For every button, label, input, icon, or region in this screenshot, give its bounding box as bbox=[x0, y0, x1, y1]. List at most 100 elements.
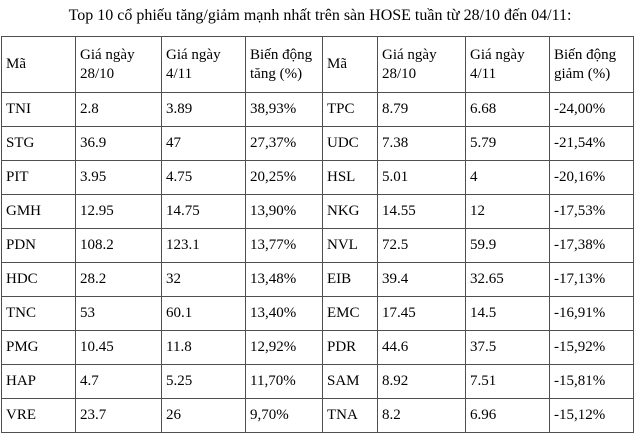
value-cell: 13,90% bbox=[245, 194, 323, 229]
value-cell: 8.92 bbox=[377, 364, 466, 399]
ticker-cell: TNC bbox=[1, 296, 76, 331]
value-cell: 13,77% bbox=[245, 228, 323, 263]
value-cell: 3.89 bbox=[161, 92, 246, 127]
column-header: Giá ngày 28/10 bbox=[377, 36, 466, 93]
value-cell: 8.79 bbox=[377, 92, 466, 127]
ticker-cell: UDC bbox=[322, 126, 378, 161]
value-cell: 60.1 bbox=[161, 296, 246, 331]
value-cell: 23.7 bbox=[75, 398, 162, 433]
table-body: TNI 2.8 3.89 38,93% TPC 8.79 6.68 -24,00% STG 36.… bbox=[1, 92, 634, 433]
table-row: GMH 12.95 14.75 13,90% NKG 14.55 12 -17,53% bbox=[1, 194, 634, 229]
value-cell: 28.2 bbox=[75, 262, 162, 297]
column-header: Biến động giảm (%) bbox=[549, 36, 634, 93]
value-cell: -17,13% bbox=[549, 262, 634, 297]
value-cell: 4.7 bbox=[75, 364, 162, 399]
value-cell: 27,37% bbox=[245, 126, 323, 161]
value-cell: 123.1 bbox=[161, 228, 246, 263]
table-row: PIT 3.95 4.75 20,25% HSL 5.01 4 -20,16% bbox=[1, 160, 634, 195]
column-header: Giá ngày 28/10 bbox=[75, 36, 162, 93]
value-cell: 37.5 bbox=[465, 330, 550, 365]
value-cell: 5.01 bbox=[377, 160, 466, 195]
value-cell: 32 bbox=[161, 262, 246, 297]
value-cell: 32.65 bbox=[465, 262, 550, 297]
ticker-cell: PMG bbox=[1, 330, 76, 365]
value-cell: 6.68 bbox=[465, 92, 550, 127]
table-row: PDN 108.2 123.1 13,77% NVL 72.5 59.9 -17,38% bbox=[1, 228, 634, 263]
value-cell: 12.95 bbox=[75, 194, 162, 229]
value-cell: 7.38 bbox=[377, 126, 466, 161]
table-row: HDC 28.2 32 13,48% EIB 39.4 32.65 -17,13% bbox=[1, 262, 634, 297]
column-header: Giá ngày 4/11 bbox=[161, 36, 246, 93]
value-cell: 8.2 bbox=[377, 398, 466, 433]
value-cell: 13,40% bbox=[245, 296, 323, 331]
value-cell: -24,00% bbox=[549, 92, 634, 127]
ticker-cell: HAP bbox=[1, 364, 76, 399]
value-cell: 10.45 bbox=[75, 330, 162, 365]
table-row: TNC 53 60.1 13,40% EMC 17.45 14.5 -16,91% bbox=[1, 296, 634, 331]
value-cell: 4.75 bbox=[161, 160, 246, 195]
ticker-cell: EMC bbox=[322, 296, 378, 331]
ticker-cell: PDR bbox=[322, 330, 378, 365]
ticker-cell: TNI bbox=[1, 92, 76, 127]
column-header: Mã bbox=[322, 36, 378, 93]
value-cell: 53 bbox=[75, 296, 162, 331]
value-cell: 38,93% bbox=[245, 92, 323, 127]
table-row: VRE 23.7 26 9,70% TNA 8.2 6.96 -15,12% bbox=[1, 398, 634, 433]
value-cell: 11,70% bbox=[245, 364, 323, 399]
value-cell: 36.9 bbox=[75, 126, 162, 161]
value-cell: -15,81% bbox=[549, 364, 634, 399]
ticker-cell: TPC bbox=[322, 92, 378, 127]
value-cell: 14.55 bbox=[377, 194, 466, 229]
value-cell: 14.5 bbox=[465, 296, 550, 331]
value-cell: 14.75 bbox=[161, 194, 246, 229]
header-row: Mã Giá ngày 28/10 Giá ngày 4/11 Biến động t… bbox=[1, 36, 634, 93]
ticker-cell: PDN bbox=[1, 228, 76, 263]
hose-top10-table: Mã Giá ngày 28/10 Giá ngày 4/11 Biến động t… bbox=[1, 36, 634, 433]
ticker-cell: GMH bbox=[1, 194, 76, 229]
column-header: Mã bbox=[1, 36, 76, 93]
column-header: Biến động tăng (%) bbox=[245, 36, 323, 93]
table-title: Top 10 cổ phiếu tăng/giảm mạnh nhất trên… bbox=[68, 7, 572, 24]
ticker-cell: STG bbox=[1, 126, 76, 161]
value-cell: 9,70% bbox=[245, 398, 323, 433]
value-cell: 44.6 bbox=[377, 330, 466, 365]
value-cell: -17,53% bbox=[549, 194, 634, 229]
value-cell: -15,12% bbox=[549, 398, 634, 433]
table-row: HAP 4.7 5.25 11,70% SAM 8.92 7.51 -15,81% bbox=[1, 364, 634, 399]
value-cell: -21,54% bbox=[549, 126, 634, 161]
value-cell: 11.8 bbox=[161, 330, 246, 365]
value-cell: -15,92% bbox=[549, 330, 634, 365]
ticker-cell: TNA bbox=[322, 398, 378, 433]
value-cell: 7.51 bbox=[465, 364, 550, 399]
table-row: TNI 2.8 3.89 38,93% TPC 8.79 6.68 -24,00% bbox=[1, 92, 634, 127]
value-cell: 5.25 bbox=[161, 364, 246, 399]
value-cell: 26 bbox=[161, 398, 246, 433]
value-cell: 5.79 bbox=[465, 126, 550, 161]
ticker-cell: HSL bbox=[322, 160, 378, 195]
ticker-cell: VRE bbox=[1, 398, 76, 433]
value-cell: 20,25% bbox=[245, 160, 323, 195]
ticker-cell: NKG bbox=[322, 194, 378, 229]
value-cell: -16,91% bbox=[549, 296, 634, 331]
value-cell: 72.5 bbox=[377, 228, 466, 263]
value-cell: -17,38% bbox=[549, 228, 634, 263]
ticker-cell: EIB bbox=[322, 262, 378, 297]
value-cell: 3.95 bbox=[75, 160, 162, 195]
table-header: Mã Giá ngày 28/10 Giá ngày 4/11 Biến động t… bbox=[1, 36, 634, 93]
column-header: Giá ngày 4/11 bbox=[465, 36, 550, 93]
value-cell: 2.8 bbox=[75, 92, 162, 127]
table-row: STG 36.9 47 27,37% UDC 7.38 5.79 -21,54% bbox=[1, 126, 634, 161]
value-cell: 12,92% bbox=[245, 330, 323, 365]
ticker-cell: SAM bbox=[322, 364, 378, 399]
value-cell: 47 bbox=[161, 126, 246, 161]
value-cell: 59.9 bbox=[465, 228, 550, 263]
table-row: PMG 10.45 11.8 12,92% PDR 44.6 37.5 -15,92% bbox=[1, 330, 634, 365]
value-cell: 6.96 bbox=[465, 398, 550, 433]
value-cell: 4 bbox=[465, 160, 550, 195]
ticker-cell: PIT bbox=[1, 160, 76, 195]
value-cell: 12 bbox=[465, 194, 550, 229]
ticker-cell: NVL bbox=[322, 228, 378, 263]
value-cell: 39.4 bbox=[377, 262, 466, 297]
value-cell: -20,16% bbox=[549, 160, 634, 195]
